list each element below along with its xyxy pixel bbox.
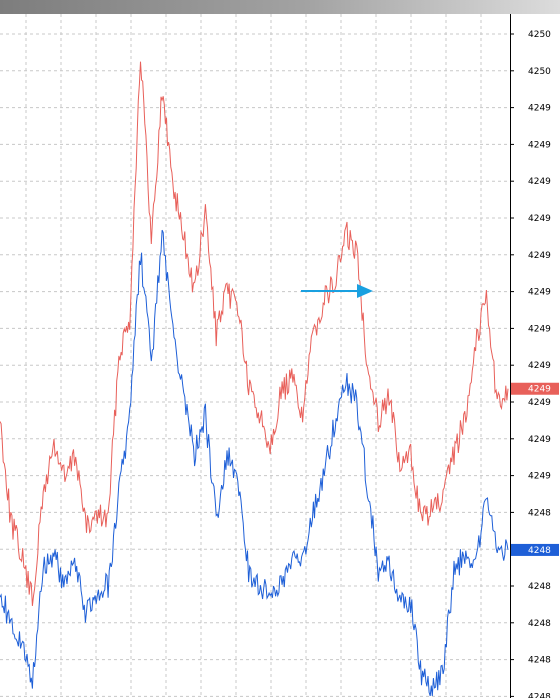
price-scale[interactable]: 4250 4250 4249 4249 4249 4249 4249 4249 4249 4249…: [510, 14, 560, 698]
scale-tick-label: 4249: [528, 361, 551, 371]
scale-tick-label: 4248: [528, 656, 551, 666]
scale-tick-label: 4250: [528, 30, 551, 40]
scale-tick-label: 4248: [528, 692, 551, 698]
arrow-head-icon: [357, 284, 373, 298]
scale-tick-label: 4249: [528, 214, 551, 224]
scale-tick-label: 4249: [528, 288, 551, 298]
scale-tick-label: 4248: [528, 508, 551, 518]
scale-tick-label: 4249: [528, 177, 551, 187]
scale-tick-label: 4248: [528, 619, 551, 629]
ask-price-line: [0, 61, 509, 606]
svg-text:4248: 4248: [528, 546, 551, 556]
scale-tick-label: 4249: [528, 398, 551, 408]
price-chart[interactable]: [0, 14, 510, 698]
scale-tick-label: 4248: [528, 582, 551, 592]
scale-tick-label: 4249: [528, 140, 551, 150]
ask-price-badge: 4249: [511, 382, 559, 395]
price-scale-axis: 4250 4250 4249 4249 4249 4249 4249 4249 4249 4249…: [510, 14, 559, 698]
scale-tick-label: 4249: [528, 472, 551, 482]
bid-price-badge: 4248: [511, 543, 559, 556]
svg-text:4249: 4249: [528, 385, 551, 395]
chart-plot-area[interactable]: [0, 14, 510, 698]
scale-tick-label: 4249: [528, 435, 551, 445]
window-titlebar[interactable]: [0, 0, 560, 14]
scale-tick-label: 4249: [528, 104, 551, 114]
scale-tick-label: 4249: [528, 324, 551, 334]
scale-tick-label: 4250: [528, 67, 551, 77]
arrow-object[interactable]: [301, 284, 373, 298]
scale-tick-label: 4249: [528, 251, 551, 261]
bid-price-line: [0, 229, 509, 697]
